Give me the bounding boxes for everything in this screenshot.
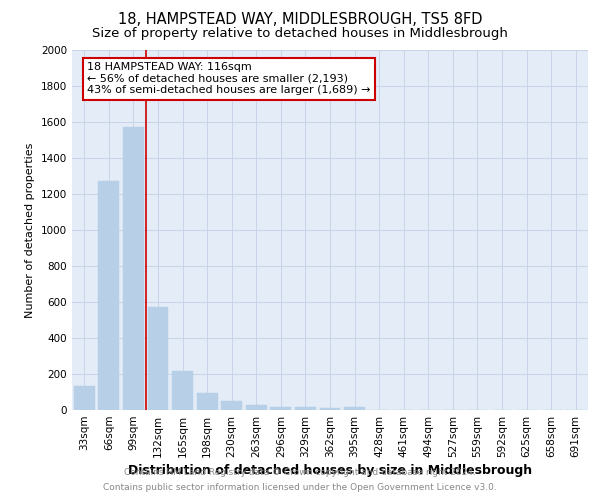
Bar	[98, 182, 119, 410]
Bar	[295, 408, 316, 410]
Bar	[123, 128, 144, 410]
Bar	[246, 405, 267, 410]
X-axis label: Distribution of detached houses by size in Middlesbrough: Distribution of detached houses by size …	[128, 464, 532, 477]
Y-axis label: Number of detached properties: Number of detached properties	[25, 142, 35, 318]
Text: 18 HAMPSTEAD WAY: 116sqm
← 56% of detached houses are smaller (2,193)
43% of sem: 18 HAMPSTEAD WAY: 116sqm ← 56% of detach…	[88, 62, 371, 96]
Text: Size of property relative to detached houses in Middlesbrough: Size of property relative to detached ho…	[92, 28, 508, 40]
Bar	[221, 401, 242, 410]
Bar	[172, 372, 193, 410]
Bar	[344, 408, 365, 410]
Bar	[271, 408, 292, 410]
Bar	[148, 308, 169, 410]
Text: 18, HAMPSTEAD WAY, MIDDLESBROUGH, TS5 8FD: 18, HAMPSTEAD WAY, MIDDLESBROUGH, TS5 8F…	[118, 12, 482, 28]
Bar	[197, 393, 218, 410]
Bar	[320, 408, 340, 410]
Text: Contains HM Land Registry data © Crown copyright and database right 2024.: Contains HM Land Registry data © Crown c…	[124, 468, 476, 477]
Text: Contains public sector information licensed under the Open Government Licence v3: Contains public sector information licen…	[103, 483, 497, 492]
Bar	[74, 386, 95, 410]
